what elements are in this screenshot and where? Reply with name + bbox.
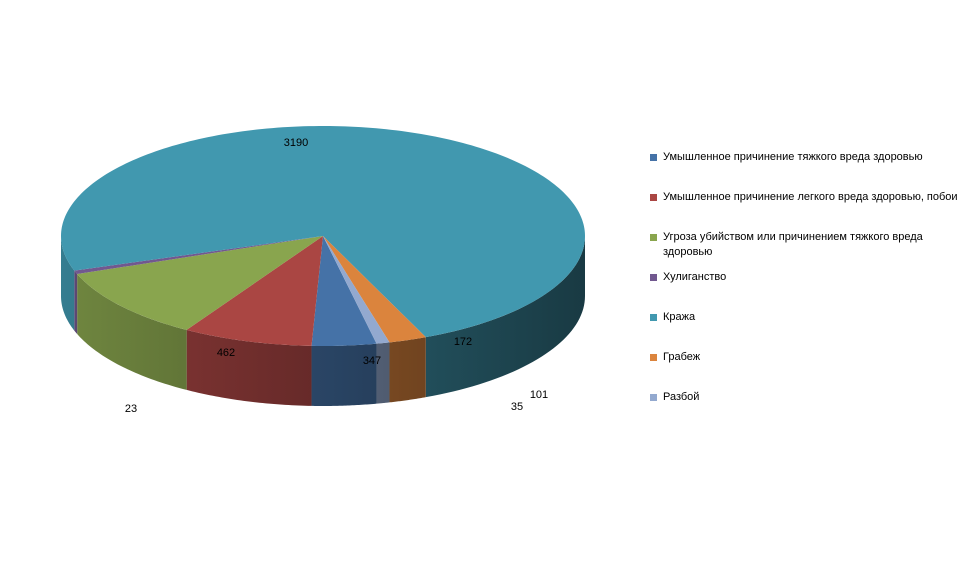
legend-label: Умышленное причинение легкого вреда здор… [663,191,958,203]
legend-item: Хулиганство [650,270,726,285]
data-label-3: 23 [125,403,137,415]
legend-item: Разбой [650,390,699,405]
slice-side [61,236,75,331]
legend-label: Разбой [663,391,700,403]
legend-label: Угроза убийством или причинением тяжкого… [663,231,923,258]
legend-label: Умышленное причинение тяжкого вреда здор… [663,151,923,163]
legend-swatch [650,234,657,241]
legend-swatch [650,314,657,321]
slice-5[interactable] [323,236,426,343]
slice-side [74,270,78,335]
legend-item: Грабеж [650,350,700,365]
data-label-5: 101 [530,389,548,401]
slice-0[interactable] [311,236,377,346]
pie-slices [61,126,585,346]
slice-side [389,337,426,403]
slice-side [311,343,377,406]
legend-swatch [650,194,657,201]
slice-2[interactable] [77,236,323,330]
legend-label: Кража [663,311,696,323]
legend-label: Грабеж [663,351,701,363]
legend-swatch [650,274,657,281]
slice-1[interactable] [186,236,323,346]
slice-6[interactable] [323,236,390,344]
pie-sides [61,236,585,406]
slice-side [186,329,312,406]
data-labels: 172 347 462 23 3190 101 35 [125,137,548,415]
slice-side [425,236,585,398]
data-label-0: 172 [454,336,472,348]
slice-3[interactable] [74,236,323,275]
slice-4[interactable] [61,126,585,338]
data-label-4: 3190 [284,137,308,149]
legend-item: Умышленное причинение легкого вреда здор… [650,190,958,205]
legend-swatch [650,154,657,161]
data-label-6: 35 [511,401,523,413]
legend-item: Угроза убийством или причинением тяжкого… [650,230,965,260]
slice-side [77,274,187,390]
legend-item: Кража [650,310,695,325]
slice-side [376,342,390,404]
legend-label: Хулиганство [663,271,727,283]
data-label-2: 462 [217,347,235,359]
legend-swatch [650,394,657,401]
legend-item: Умышленное причинение тяжкого вреда здор… [650,150,923,165]
legend-swatch [650,354,657,361]
data-label-1: 347 [363,355,381,367]
